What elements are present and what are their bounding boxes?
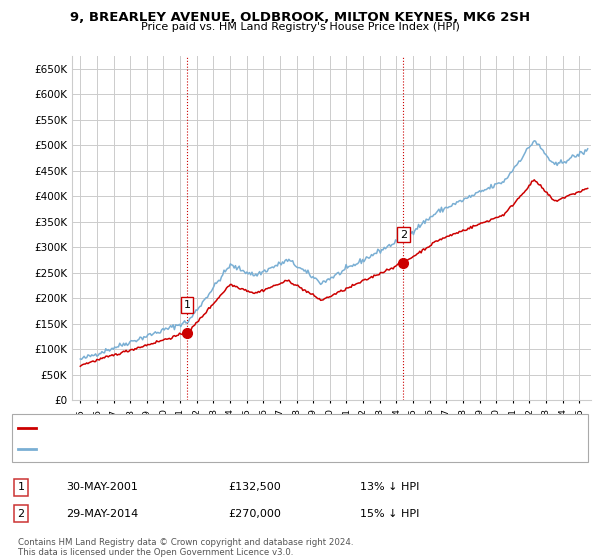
Text: 15% ↓ HPI: 15% ↓ HPI bbox=[360, 508, 419, 519]
Text: 9, BREARLEY AVENUE, OLDBROOK, MILTON KEYNES, MK6 2SH: 9, BREARLEY AVENUE, OLDBROOK, MILTON KEY… bbox=[70, 11, 530, 24]
Text: 9, BREARLEY AVENUE, OLDBROOK, MILTON KEYNES, MK6 2SH (detached house): 9, BREARLEY AVENUE, OLDBROOK, MILTON KEY… bbox=[42, 423, 440, 433]
Text: 2: 2 bbox=[17, 508, 25, 519]
Text: 1: 1 bbox=[17, 482, 25, 492]
Text: 13% ↓ HPI: 13% ↓ HPI bbox=[360, 482, 419, 492]
Text: £270,000: £270,000 bbox=[228, 508, 281, 519]
Text: HPI: Average price, detached house, Milton Keynes: HPI: Average price, detached house, Milt… bbox=[42, 444, 296, 454]
Text: Contains HM Land Registry data © Crown copyright and database right 2024.
This d: Contains HM Land Registry data © Crown c… bbox=[18, 538, 353, 557]
Text: £132,500: £132,500 bbox=[228, 482, 281, 492]
Text: 29-MAY-2014: 29-MAY-2014 bbox=[66, 508, 138, 519]
Text: 30-MAY-2001: 30-MAY-2001 bbox=[66, 482, 138, 492]
Text: Price paid vs. HM Land Registry's House Price Index (HPI): Price paid vs. HM Land Registry's House … bbox=[140, 22, 460, 32]
Text: 1: 1 bbox=[184, 300, 190, 310]
Text: 2: 2 bbox=[400, 230, 407, 240]
